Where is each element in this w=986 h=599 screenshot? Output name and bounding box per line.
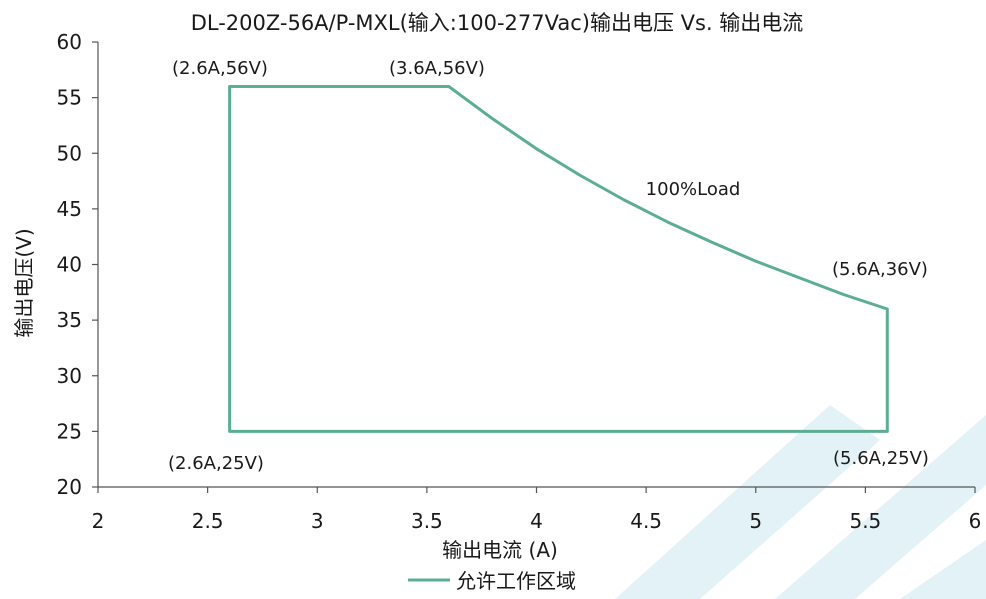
watermark-stripe: [900, 540, 986, 599]
y-tick-label: 60: [57, 30, 82, 54]
annotation-label: (5.6A,36V): [832, 259, 928, 280]
x-tick-label: 5.5: [849, 509, 881, 533]
y-tick-label: 50: [57, 141, 82, 165]
annotations: (2.6A,56V) (3.6A,56V) 100%Load (5.6A,36V…: [168, 58, 929, 474]
annotation-label: (3.6A,56V): [389, 58, 485, 79]
y-tick-label: 25: [57, 419, 82, 443]
x-tick-label: 2: [92, 509, 105, 533]
watermark-stripe: [775, 415, 986, 599]
x-ticks: 2 2.5 3 3.5 4 4.5 5 5.5 6: [92, 487, 982, 533]
y-tick-label: 45: [57, 197, 82, 221]
x-tick-label: 4.5: [630, 509, 662, 533]
chart-title: DL-200Z-56A/P-MXL(输入:100-277Vac)输出电压 Vs.…: [191, 11, 804, 35]
series-line: [228, 85, 889, 433]
y-axis-label: 输出电压(V): [12, 228, 36, 337]
legend-label: 允许工作区域: [456, 569, 576, 593]
x-tick-label: 6: [969, 509, 982, 533]
annotation-label: (2.6A,25V): [168, 453, 264, 474]
y-tick-label: 20: [57, 475, 82, 499]
watermark-stripe: [615, 405, 880, 599]
x-tick-label: 3.5: [411, 509, 443, 533]
x-tick-label: 4: [530, 509, 543, 533]
x-tick-label: 5: [749, 509, 762, 533]
annotation-label: 100%Load: [646, 179, 741, 200]
x-axis-label: 输出电流 (A): [442, 538, 558, 562]
y-tick-label: 40: [57, 253, 82, 277]
legend: 允许工作区域: [408, 569, 576, 593]
watermark-logo: [615, 405, 986, 599]
x-tick-label: 3: [311, 509, 324, 533]
annotation-label: (2.6A,56V): [172, 58, 268, 79]
y-tick-label: 35: [57, 308, 82, 332]
y-tick-label: 55: [57, 86, 82, 110]
annotation-label: (5.6A,25V): [833, 448, 929, 469]
y-tick-label: 30: [57, 364, 82, 388]
x-tick-label: 2.5: [192, 509, 224, 533]
y-ticks: 20 25 30 35 40 45 50 55 60: [57, 30, 98, 499]
